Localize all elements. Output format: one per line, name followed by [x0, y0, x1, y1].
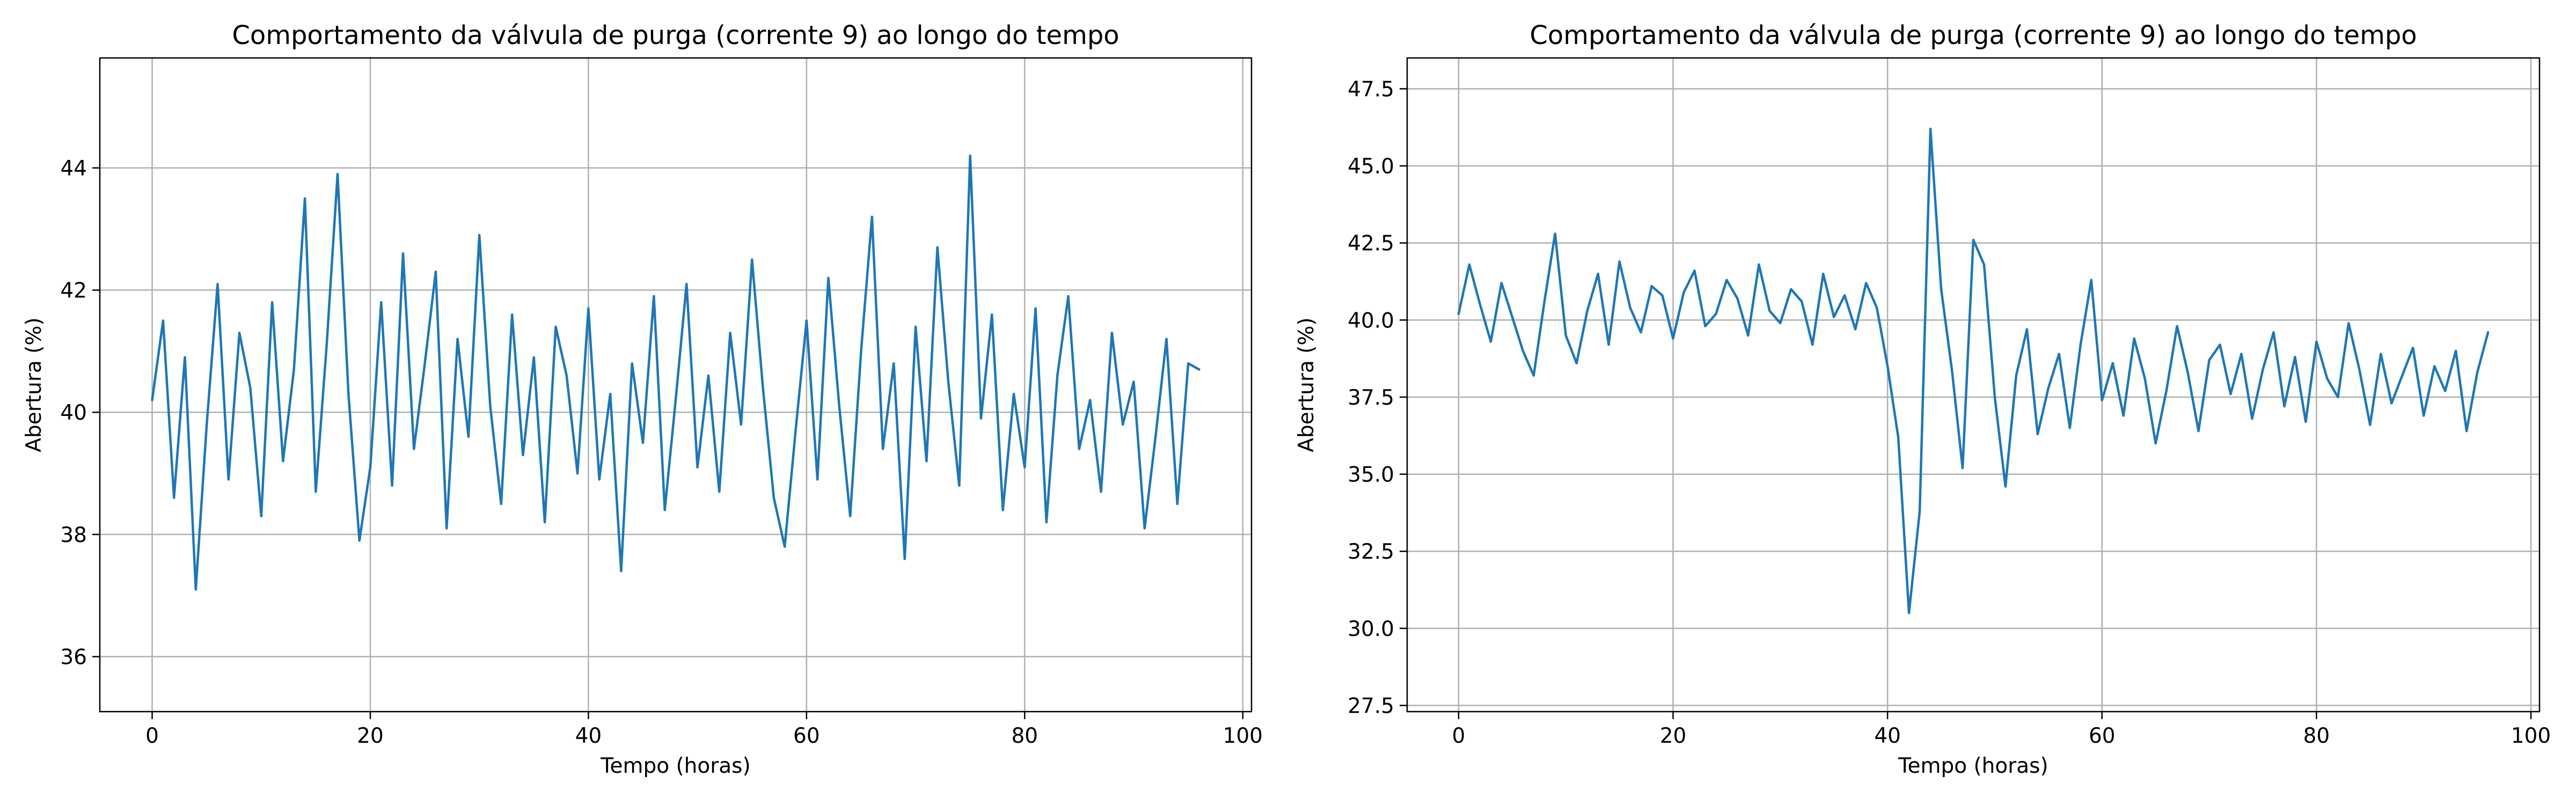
y-tick-label: 32.5	[1348, 540, 1394, 564]
x-axis-ticks: 0 20 40 60 80 100	[145, 712, 1263, 748]
series-line	[1457, 127, 2490, 614]
chart-left: Comportamento da válvula de purga (corre…	[22, 20, 1263, 778]
x-tick-label: 80	[1011, 724, 1038, 748]
y-tick-label: 40	[60, 401, 87, 425]
x-tick-label: 40	[1874, 724, 1901, 748]
chart-right: Comportamento da válvula de purga (corre…	[1294, 20, 2551, 778]
y-tick-label: 40.0	[1348, 309, 1394, 333]
axes-frame	[1406, 57, 2541, 713]
x-tick-label: 60	[2089, 724, 2116, 748]
x-tick-label: 100	[1223, 724, 1263, 748]
x-tick-label: 80	[2303, 724, 2330, 748]
y-axis-ticks: 27.5 30.0 32.5 35.0 37.5 40.0 42.5 45.0 47.5	[1348, 77, 1407, 719]
plot-area	[1457, 127, 2490, 614]
y-tick-label: 37.5	[1348, 386, 1394, 410]
y-tick-label: 30.0	[1348, 617, 1394, 641]
x-tick-label: 0	[1452, 724, 1465, 748]
x-tick-label: 20	[1660, 724, 1687, 748]
y-tick-label: 44	[60, 157, 87, 181]
series-line	[151, 154, 1201, 591]
x-tick-label: 40	[575, 724, 602, 748]
x-axis-ticks: 0 20 40 60 80 100	[1452, 712, 2551, 748]
y-axis-label: Abertura (%)	[22, 317, 46, 452]
y-tick-label: 47.5	[1348, 77, 1394, 101]
x-tick-label: 100	[2511, 724, 2551, 748]
y-axis-label: Abertura (%)	[1294, 317, 1319, 452]
chart-title: Comportamento da válvula de purga (corre…	[232, 20, 1119, 50]
x-tick-label: 0	[145, 724, 159, 748]
y-tick-label: 38	[60, 523, 87, 547]
y-tick-label: 27.5	[1348, 694, 1394, 719]
y-tick-label: 42	[60, 279, 87, 303]
x-tick-label: 20	[357, 724, 384, 748]
plot-area	[151, 154, 1201, 591]
y-tick-label: 35.0	[1348, 463, 1394, 487]
grid-lines	[1407, 58, 2540, 712]
axes-frame	[99, 57, 1253, 713]
y-axis-ticks: 36 38 40 42 44	[60, 157, 100, 670]
x-axis-label: Tempo (horas)	[600, 754, 750, 778]
chart-title: Comportamento da válvula de purga (corre…	[1529, 20, 2417, 50]
y-tick-label: 42.5	[1348, 232, 1394, 256]
y-tick-label: 45.0	[1348, 155, 1394, 179]
y-tick-label: 36	[60, 646, 87, 670]
x-tick-label: 60	[793, 724, 820, 748]
grid-lines	[100, 58, 1252, 712]
x-axis-label: Tempo (horas)	[1898, 754, 2048, 778]
